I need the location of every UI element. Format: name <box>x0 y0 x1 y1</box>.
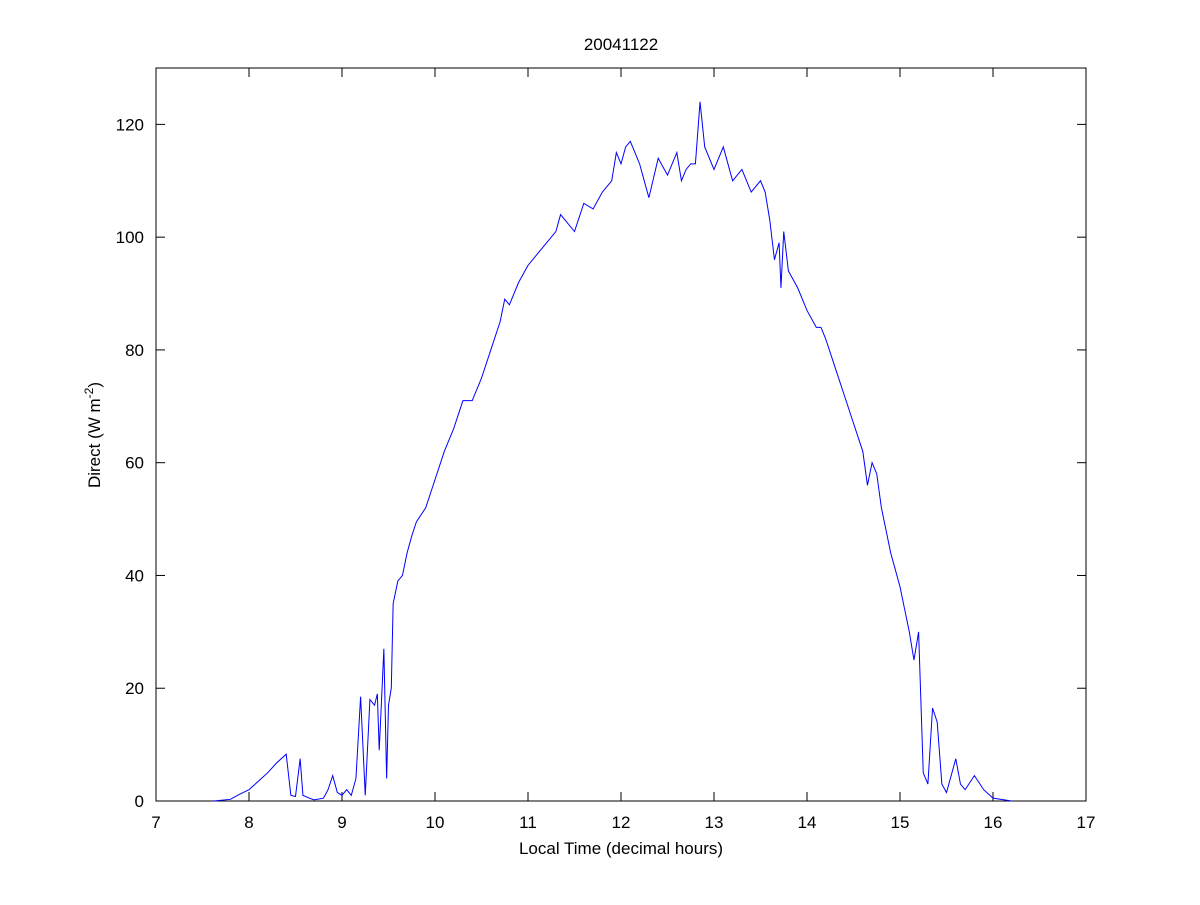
x-tick-label: 9 <box>337 813 346 832</box>
chart-title: 20041122 <box>584 35 658 54</box>
y-tick-label: 120 <box>116 115 144 134</box>
y-tick-label: 100 <box>116 228 144 247</box>
x-tick-label: 8 <box>244 813 253 832</box>
y-axis-label-sup: -2 <box>82 387 96 398</box>
x-tick-label: 17 <box>1077 813 1096 832</box>
y-tick-label: 60 <box>125 454 144 473</box>
y-axis-label-end: ) <box>85 382 104 388</box>
x-axis-label: Local Time (decimal hours) <box>519 839 723 858</box>
y-tick-label: 40 <box>125 566 144 585</box>
y-axis-label-main: Direct (W m <box>85 398 104 488</box>
x-tick-label: 13 <box>705 813 724 832</box>
x-tick-label: 11 <box>519 813 537 832</box>
x-tick-label: 15 <box>891 813 910 832</box>
x-tick-label: 7 <box>151 813 160 832</box>
y-tick-label: 80 <box>125 341 144 360</box>
x-tick-label: 10 <box>426 813 445 832</box>
y-axis-label: Direct (W m-2) <box>82 382 104 488</box>
x-tick-label: 16 <box>984 813 1003 832</box>
x-tick-label: 14 <box>798 813 817 832</box>
y-tick-label: 20 <box>125 679 144 698</box>
plot-frame <box>155 67 1087 802</box>
y-tick-label: 0 <box>135 792 144 811</box>
x-tick-label: 12 <box>612 813 631 832</box>
data-line <box>213 101 1012 802</box>
